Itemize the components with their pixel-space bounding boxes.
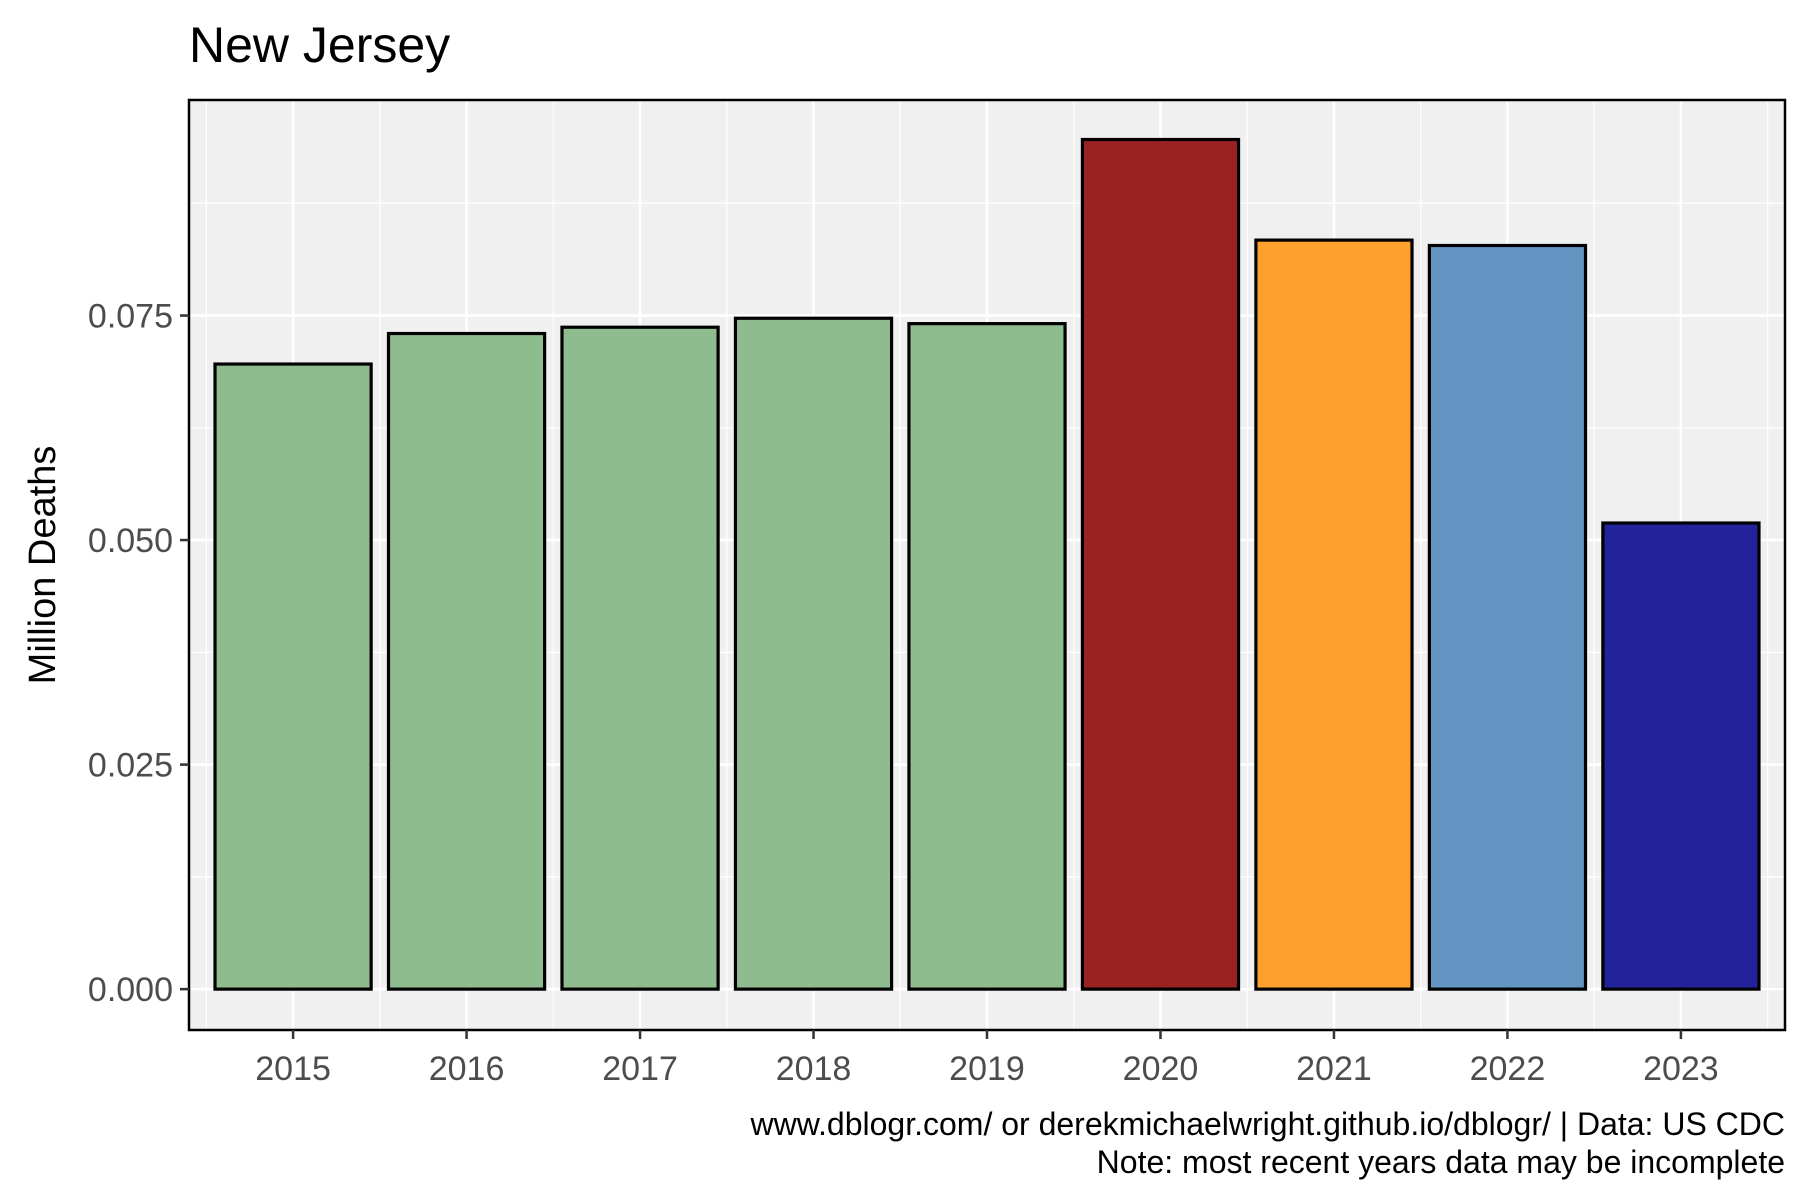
y-axis-title: Million Deaths (22, 446, 64, 685)
bar-2022 (1427, 243, 1588, 991)
bar-2020 (1080, 137, 1241, 991)
y-tick-label: 0.000 (88, 971, 173, 1009)
x-tick-label: 2017 (602, 1050, 678, 1088)
bar-2017 (560, 325, 720, 991)
x-tick-label: 2019 (949, 1050, 1025, 1088)
x-axis: 2015 2016 2017 2018 2019 2020 2021 2022 2023 (255, 1030, 1719, 1088)
x-tick-label: 2021 (1296, 1050, 1372, 1088)
y-tick-label: 0.025 (88, 747, 173, 785)
bars (213, 137, 1761, 991)
x-tick-label: 2015 (255, 1050, 331, 1088)
x-tick-label: 2022 (1470, 1050, 1546, 1088)
y-tick-label: 0.075 (88, 298, 173, 336)
caption-note: Note: most recent years data may be inco… (1097, 1144, 1785, 1180)
y-axis: 0.000 0.025 0.050 0.075 (88, 298, 189, 1009)
y-tick-label: 0.050 (88, 522, 173, 560)
bar-2019 (907, 322, 1067, 991)
bar-2015 (213, 362, 373, 991)
bar-2018 (733, 316, 894, 991)
chart-title: New Jersey (189, 17, 450, 73)
caption-source: www.dblogr.com/ or derekmichaelwright.gi… (749, 1106, 1785, 1142)
x-tick-label: 2018 (776, 1050, 852, 1088)
x-tick-label: 2023 (1643, 1050, 1719, 1088)
x-tick-label: 2020 (1123, 1050, 1199, 1088)
bar-2016 (386, 331, 547, 991)
bar-2023 (1601, 521, 1761, 991)
x-tick-label: 2016 (429, 1050, 505, 1088)
bar-2021 (1254, 238, 1414, 991)
